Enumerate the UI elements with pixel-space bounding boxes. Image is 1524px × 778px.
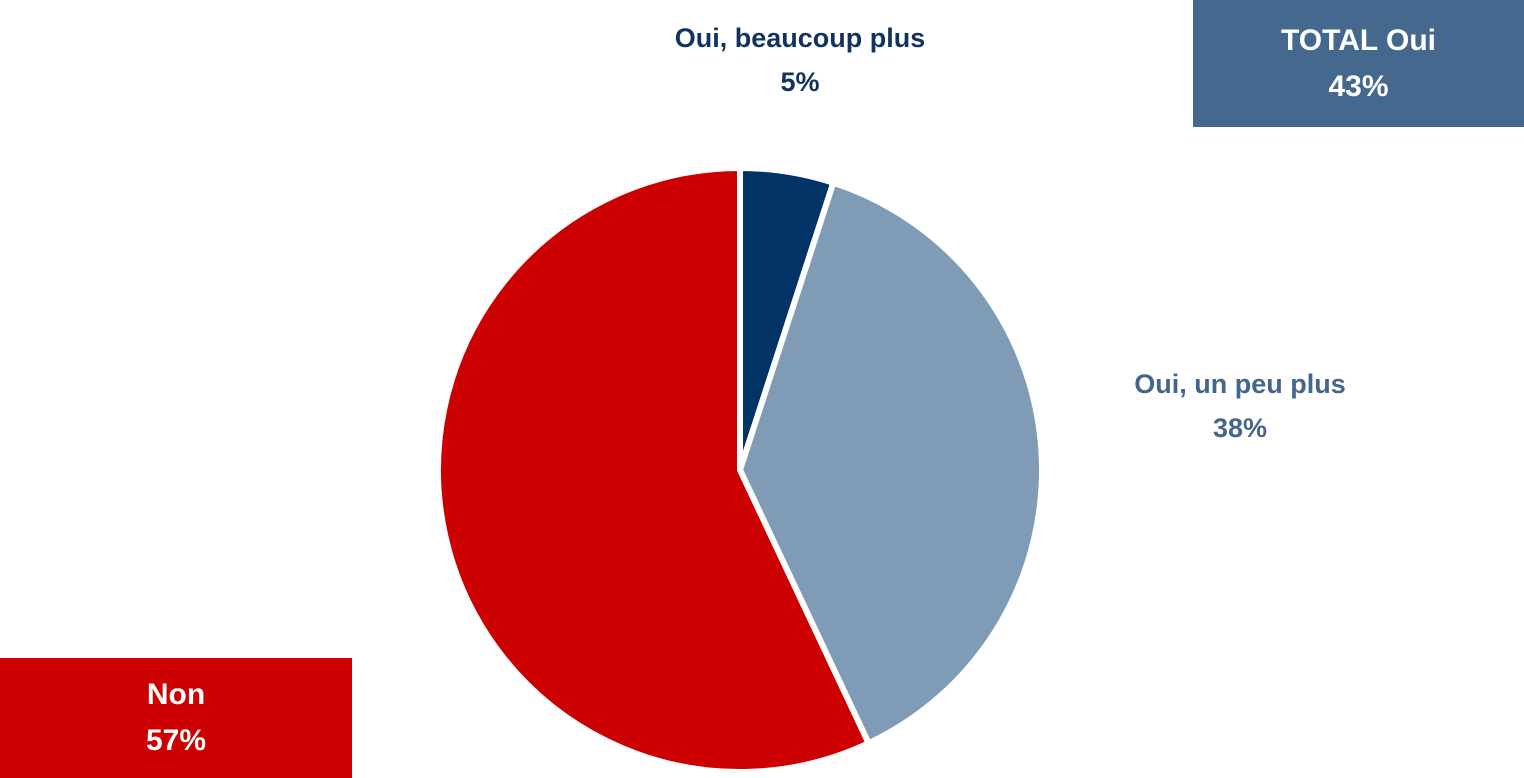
total-oui-title: TOTAL Oui <box>1281 23 1436 57</box>
slice-label-text: Oui, beaucoup plus <box>674 23 926 53</box>
pie-slice-oui-un-peu-plus <box>737 179 1045 747</box>
total-oui-box: TOTAL Oui 43% <box>1193 0 1524 127</box>
pie-slice-non <box>435 165 872 775</box>
slice-label-value: 5% <box>780 67 820 97</box>
slice-label-oui-un-peu-plus: Oui, un peu plus 38% <box>1080 362 1400 450</box>
slice-label-oui-beaucoup-plus: Oui, beaucoup plus 5% <box>600 16 1000 104</box>
slice-label-value: 38% <box>1212 413 1268 443</box>
non-box: Non 57% <box>0 658 352 778</box>
non-value: 57% <box>145 724 207 757</box>
total-oui-value: 43% <box>1328 69 1389 103</box>
slice-label-text: Oui, un peu plus <box>1134 369 1346 399</box>
non-title: Non <box>146 678 206 711</box>
